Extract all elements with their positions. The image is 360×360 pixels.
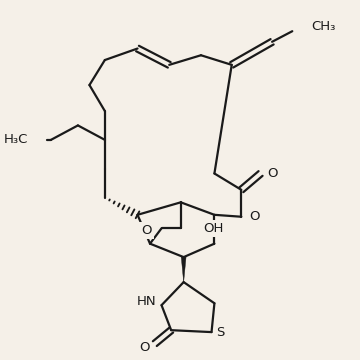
Text: O: O [140, 341, 150, 354]
Text: O: O [141, 224, 152, 237]
Text: HN: HN [137, 295, 157, 308]
Text: H₃C: H₃C [4, 133, 28, 146]
Text: CH₃: CH₃ [311, 20, 336, 33]
Text: O: O [249, 210, 260, 223]
Polygon shape [181, 257, 186, 282]
Text: O: O [267, 167, 278, 180]
Text: S: S [216, 325, 225, 339]
Text: OH: OH [203, 222, 223, 235]
